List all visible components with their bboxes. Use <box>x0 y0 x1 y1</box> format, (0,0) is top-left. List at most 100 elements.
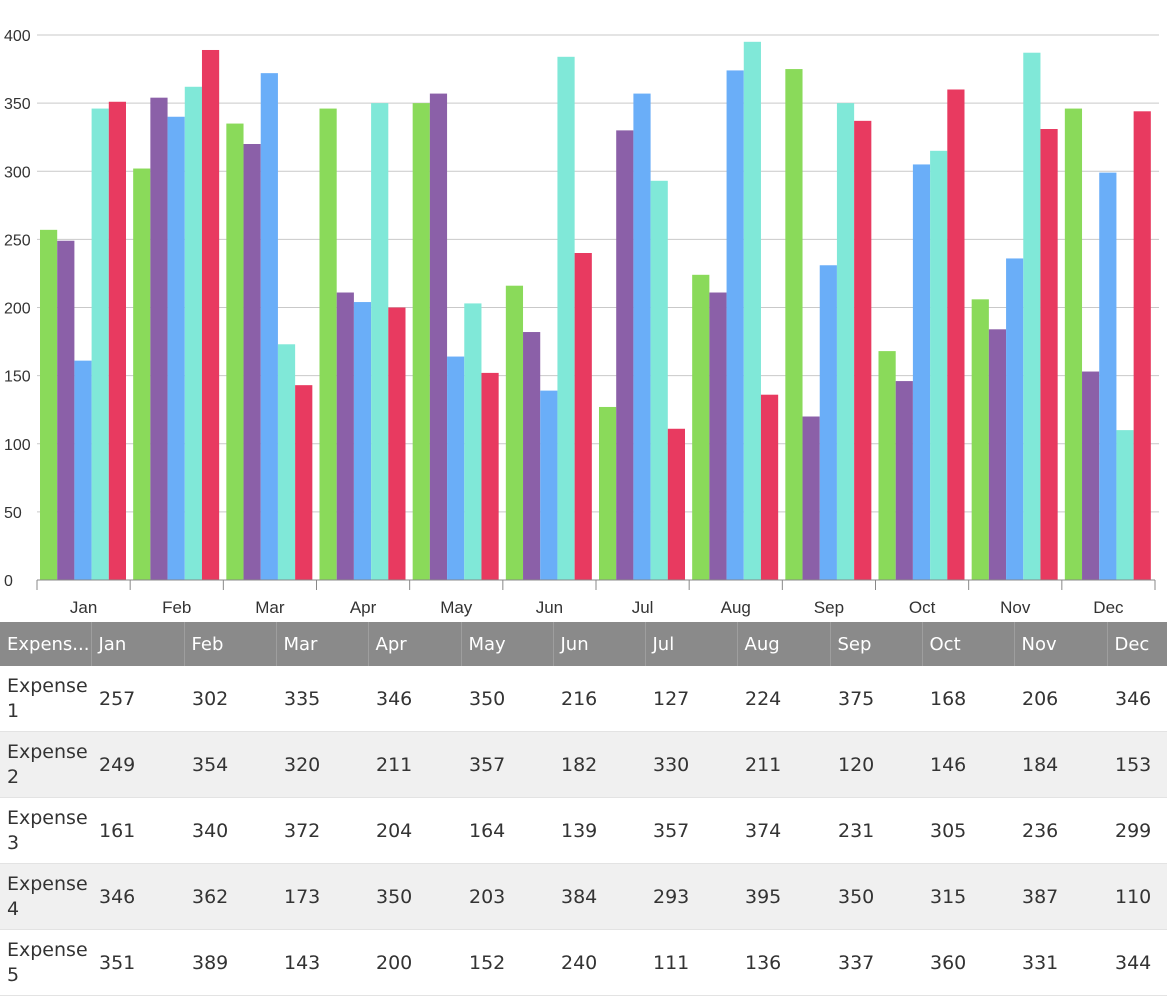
table-cell[interactable]: 211 <box>368 731 461 798</box>
bar[interactable] <box>692 274 710 580</box>
bar[interactable] <box>505 285 524 580</box>
bar[interactable] <box>785 69 803 580</box>
table-cell[interactable]: 350 <box>461 666 553 732</box>
table-cell[interactable]: 374 <box>737 797 830 864</box>
bar[interactable] <box>836 103 855 580</box>
table-cell[interactable]: 305 <box>922 797 1014 864</box>
bar[interactable] <box>895 381 913 580</box>
bar[interactable] <box>108 101 126 580</box>
bar[interactable] <box>599 406 617 580</box>
bar[interactable] <box>1064 108 1083 580</box>
table-cell[interactable]: 351 <box>91 929 184 996</box>
table-cell[interactable]: 164 <box>461 797 553 864</box>
table-cell[interactable]: 153 <box>1107 731 1167 798</box>
bar[interactable] <box>760 394 779 580</box>
table-cell[interactable]: 375 <box>830 666 922 732</box>
bar[interactable] <box>988 329 1007 580</box>
column-header-month[interactable]: Feb <box>183 622 276 666</box>
table-cell[interactable]: 344 <box>1107 929 1167 996</box>
bar[interactable] <box>429 93 448 581</box>
table-cell[interactable]: 168 <box>922 666 1014 732</box>
bar[interactable] <box>91 108 109 580</box>
bar[interactable] <box>447 356 465 580</box>
bar[interactable] <box>388 307 406 581</box>
bar[interactable] <box>167 116 185 580</box>
table-cell[interactable]: 111 <box>645 929 737 996</box>
bar[interactable] <box>930 150 948 580</box>
bar[interactable] <box>743 41 761 580</box>
bar[interactable] <box>633 93 651 581</box>
table-cell[interactable]: 357 <box>645 797 737 864</box>
table-cell[interactable]: 335 <box>276 666 368 732</box>
table-cell[interactable]: 350 <box>368 863 461 930</box>
bar[interactable] <box>557 56 575 581</box>
table-cell[interactable]: 110 <box>1107 863 1167 930</box>
column-header-month[interactable]: Jul <box>644 622 737 666</box>
bar[interactable] <box>540 390 558 580</box>
bar[interactable] <box>201 49 220 581</box>
column-header-series[interactable]: Expens... <box>0 622 91 666</box>
bar[interactable] <box>971 299 989 580</box>
bar[interactable] <box>277 344 296 580</box>
table-cell[interactable]: 330 <box>645 731 737 798</box>
table-cell[interactable]: 350 <box>830 863 922 930</box>
table-cell[interactable]: 315 <box>922 863 1014 930</box>
table-cell[interactable]: 354 <box>184 731 276 798</box>
table-cell[interactable]: 231 <box>830 797 922 864</box>
bar[interactable] <box>912 164 931 580</box>
table-cell[interactable]: 211 <box>737 731 830 798</box>
bar[interactable] <box>1040 129 1058 580</box>
table-cell[interactable]: 357 <box>461 731 553 798</box>
bar[interactable] <box>150 97 168 581</box>
table-cell[interactable]: 240 <box>553 929 645 996</box>
bar[interactable] <box>1133 111 1151 581</box>
bar[interactable] <box>412 103 430 580</box>
table-cell[interactable]: 146 <box>922 731 1014 798</box>
table-cell[interactable]: 120 <box>830 731 922 798</box>
bar[interactable] <box>353 302 372 580</box>
table-cell[interactable]: 136 <box>737 929 830 996</box>
column-header-month[interactable]: Nov <box>1013 622 1107 666</box>
bar[interactable] <box>854 120 872 581</box>
column-header-month[interactable]: Aug <box>736 622 830 666</box>
table-cell[interactable]: 152 <box>461 929 553 996</box>
column-header-month[interactable]: Jan <box>90 622 184 666</box>
bar[interactable] <box>319 108 337 580</box>
table-cell[interactable]: 249 <box>91 731 184 798</box>
column-header-month[interactable]: Mar <box>275 622 368 666</box>
bar[interactable] <box>243 144 261 580</box>
table-cell[interactable]: 143 <box>276 929 368 996</box>
table-cell[interactable]: 184 <box>1014 731 1107 798</box>
bar[interactable] <box>336 292 354 580</box>
table-cell[interactable]: 302 <box>184 666 276 732</box>
bar[interactable] <box>667 428 685 580</box>
table-cell[interactable]: 360 <box>922 929 1014 996</box>
bar[interactable] <box>574 253 592 580</box>
table-cell[interactable]: 173 <box>276 863 368 930</box>
table-cell[interactable]: 161 <box>91 797 184 864</box>
table-cell[interactable]: 384 <box>553 863 645 930</box>
table-cell[interactable]: 331 <box>1014 929 1107 996</box>
table-cell[interactable]: 346 <box>1107 666 1167 732</box>
bar[interactable] <box>226 123 244 580</box>
table-cell[interactable]: 224 <box>737 666 830 732</box>
bar[interactable] <box>726 70 744 581</box>
table-cell[interactable]: 139 <box>553 797 645 864</box>
table-cell[interactable]: 293 <box>645 863 737 930</box>
bar[interactable] <box>464 303 482 580</box>
bar[interactable] <box>650 180 668 580</box>
bar[interactable] <box>523 332 541 580</box>
bar[interactable] <box>133 168 151 580</box>
bar[interactable] <box>40 229 58 580</box>
bar[interactable] <box>371 103 389 580</box>
table-cell[interactable]: 389 <box>184 929 276 996</box>
bar[interactable] <box>295 385 313 580</box>
table-cell[interactable]: 362 <box>184 863 276 930</box>
table-cell[interactable]: 372 <box>276 797 368 864</box>
bar[interactable] <box>481 372 499 580</box>
table-cell[interactable]: 346 <box>91 863 184 930</box>
table-cell[interactable]: 340 <box>184 797 276 864</box>
bar[interactable] <box>1023 52 1041 580</box>
table-cell[interactable]: 337 <box>830 929 922 996</box>
table-cell[interactable]: 395 <box>737 863 830 930</box>
